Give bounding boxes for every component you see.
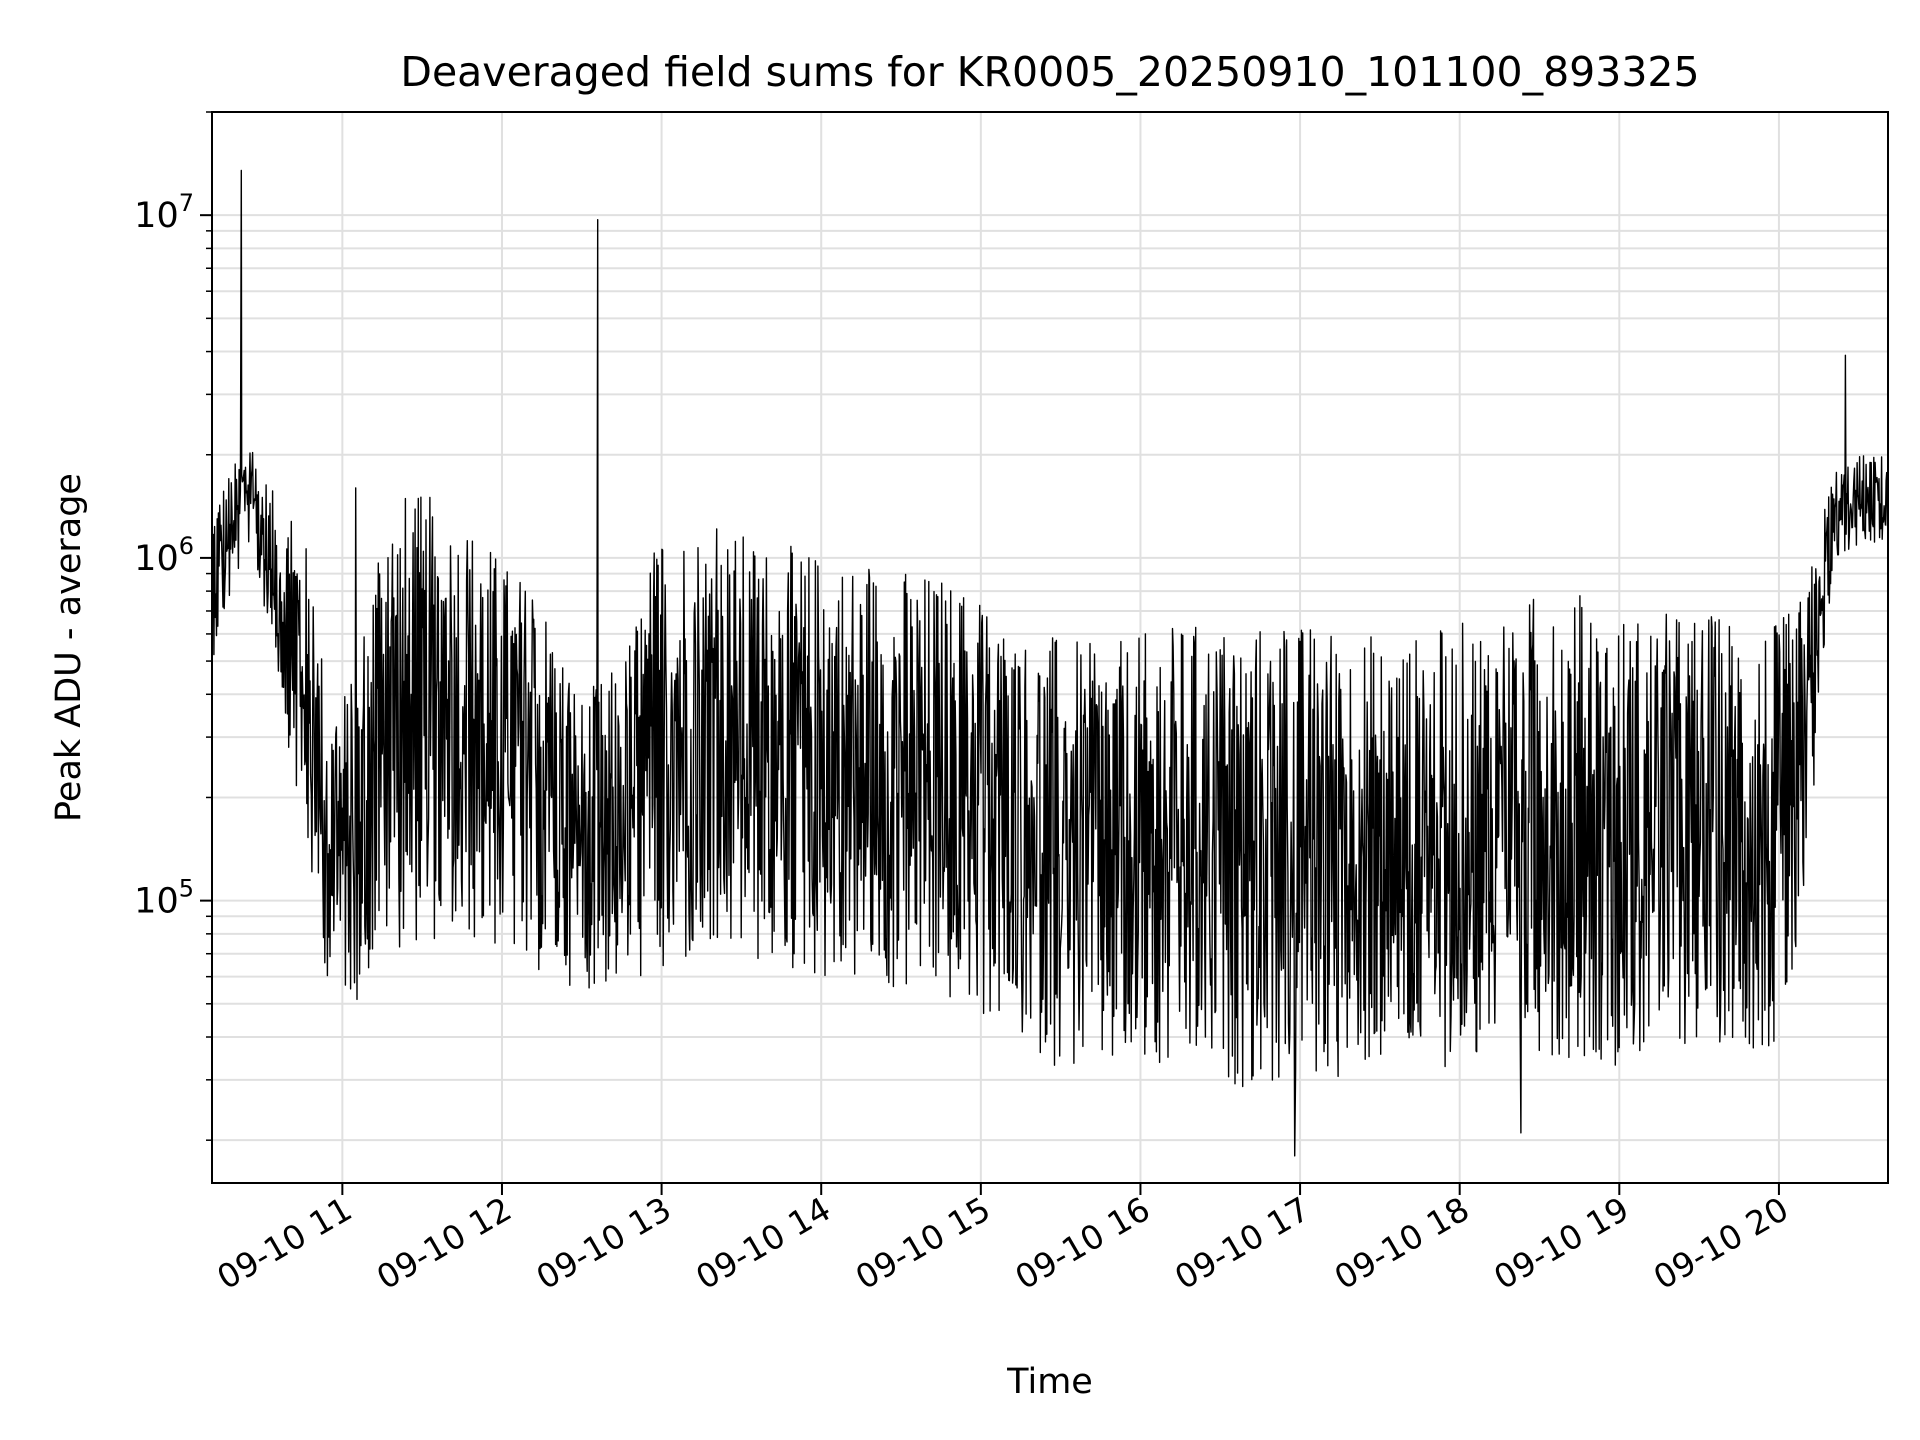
y-axis-ticks: 105 106 107	[134, 111, 212, 1141]
y-axis-label: Peak ADU - average	[49, 473, 89, 822]
chart-title: Deaveraged field sums for KR0005_2025091…	[400, 48, 1699, 96]
plot-frame	[211, 111, 1889, 1184]
series-line	[211, 169, 1889, 1157]
y-tick-label: 106	[134, 532, 194, 579]
y-tick-label: 107	[134, 189, 194, 236]
y-tick-label: 105	[134, 875, 194, 922]
series-path	[211, 169, 1889, 1157]
x-axis-label: Time	[1006, 1362, 1093, 1402]
